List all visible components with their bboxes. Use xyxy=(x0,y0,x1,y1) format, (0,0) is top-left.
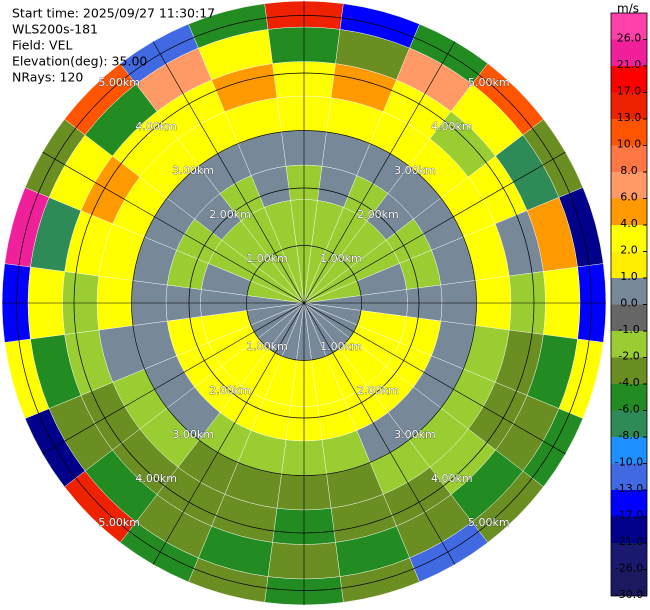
colorbar-segment xyxy=(611,39,647,66)
header-line: Elevation(deg): 35.00 xyxy=(12,54,147,69)
range-ring-label: 1.00km xyxy=(320,340,362,353)
colorbar-segment xyxy=(611,569,647,596)
colorbar-segment xyxy=(611,516,647,543)
colorbar-segment xyxy=(611,119,647,146)
range-ring-label: 4.00km xyxy=(431,120,473,133)
colorbar-label: 13.0 xyxy=(617,111,642,124)
colorbar-label: 4.0 xyxy=(620,217,638,230)
colorbar-segment xyxy=(611,225,647,252)
header-line: NRays: 120 xyxy=(12,70,83,85)
header-line: Field: VEL xyxy=(12,38,72,53)
colorbar-label: 0.0 xyxy=(620,297,638,310)
colorbar-segment xyxy=(611,172,647,199)
range-ring-label: 5.00km xyxy=(468,76,510,89)
colorbar-segment xyxy=(611,410,647,437)
range-ring-label: 4.00km xyxy=(135,472,177,485)
colorbar-label: -17.0 xyxy=(615,509,643,522)
colorbar-label: 17.0 xyxy=(617,85,642,98)
range-ring-label: 2.00km xyxy=(357,208,399,221)
spoke xyxy=(303,41,456,304)
range-ring-label: 2.00km xyxy=(357,384,399,397)
colorbar-label: -1.0 xyxy=(618,323,639,336)
header-line: Start time: 2025/09/27 11:30:17 xyxy=(12,6,215,21)
colorbar-segment xyxy=(611,66,647,93)
colorbar-label: -13.0 xyxy=(615,482,643,495)
range-ring-label: 4.00km xyxy=(431,472,473,485)
spoke xyxy=(42,302,305,455)
colorbar-unit: m/s xyxy=(617,2,639,16)
spoke xyxy=(42,151,305,304)
range-ring xyxy=(16,15,592,591)
colorbar-segment xyxy=(611,251,647,278)
colorbar-segment xyxy=(611,357,647,384)
spoke xyxy=(303,302,566,455)
range-ring-label: 1.00km xyxy=(246,340,288,353)
colorbar-segment xyxy=(611,92,647,119)
colorbar-label: -4.0 xyxy=(618,376,639,389)
range-ring xyxy=(246,245,362,361)
range-ring-label: 3.00km xyxy=(172,428,214,441)
colorbar-segment xyxy=(611,543,647,570)
colorbar-label: 10.0 xyxy=(617,138,642,151)
colorbar-frame xyxy=(610,12,648,597)
colorbar-segment xyxy=(611,331,647,358)
range-ring-label: 1.00km xyxy=(320,252,362,265)
range-ring-label: 5.00km xyxy=(468,516,510,529)
range-ring xyxy=(188,187,420,419)
colorbar-segment xyxy=(611,463,647,490)
colorbar-label: 26.0 xyxy=(617,32,642,45)
spoke xyxy=(303,151,566,304)
range-ring-label: 5.00km xyxy=(98,76,140,89)
spoke xyxy=(303,302,456,565)
colorbar-segment xyxy=(611,437,647,464)
colorbar-label: -26.0 xyxy=(615,562,643,575)
range-ring-label: 1.00km xyxy=(246,252,288,265)
colorbar-segment xyxy=(611,145,647,172)
colorbar-label: 8.0 xyxy=(620,164,638,177)
colorbar-segment xyxy=(611,13,647,40)
colorbar-label: -2.0 xyxy=(618,350,639,363)
colorbar-label: -8.0 xyxy=(618,429,639,442)
colorbar-segment xyxy=(611,198,647,225)
colorbar-label: -30.0 xyxy=(615,588,643,601)
header-line: WLS200s-181 xyxy=(12,22,98,37)
range-ring-label: 5.00km xyxy=(98,516,140,529)
colorbar-segment xyxy=(611,490,647,517)
range-ring-label: 3.00km xyxy=(394,164,436,177)
range-ring-label: 4.00km xyxy=(135,120,177,133)
range-ring xyxy=(73,72,535,534)
spoke xyxy=(152,41,305,304)
range-ring-label: 2.00km xyxy=(209,208,251,221)
colorbar-label: 1.0 xyxy=(620,270,638,283)
colorbar-segment xyxy=(611,384,647,411)
colorbar-label: 2.0 xyxy=(620,244,638,257)
colorbar-segment xyxy=(611,278,647,305)
range-ring-label: 2.00km xyxy=(209,384,251,397)
colorbar-segment xyxy=(611,304,647,331)
colorbar-label: 21.0 xyxy=(617,58,642,71)
colorbar-label: -6.0 xyxy=(618,403,639,416)
spoke xyxy=(152,302,305,565)
range-ring-label: 3.00km xyxy=(394,428,436,441)
colorbar-label: 6.0 xyxy=(620,191,638,204)
range-ring xyxy=(131,130,477,476)
colorbar-label: -10.0 xyxy=(615,456,643,469)
range-ring-label: 3.00km xyxy=(172,164,214,177)
colorbar-label: -21.0 xyxy=(615,535,643,548)
